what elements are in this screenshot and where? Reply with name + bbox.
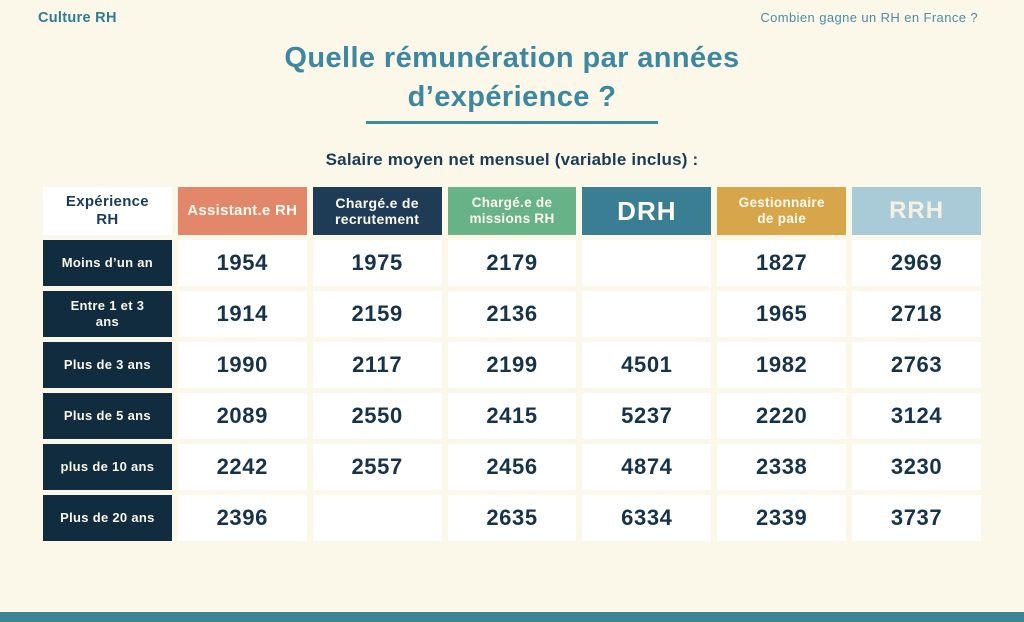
salary-cell: 2242 [177,444,307,491]
salary-cell: 2338 [717,444,847,491]
salary-cell: 2550 [312,393,442,440]
salary-cell: 2969 [852,240,981,287]
salary-cell: 3737 [852,495,981,542]
column-header-assistant: Assistant.e RH [177,187,307,236]
page-title-line1: Quelle rémunération par années [284,42,740,74]
topbar: Culture RH Combien gagne un RH en France… [0,0,1024,26]
page-title-line2: d’expérience ? [407,80,617,113]
salary-cell: 1990 [177,342,307,389]
title-underline [366,121,658,125]
salary-cell: 2117 [312,342,442,389]
row-header: plus de 10 ans [43,444,172,491]
column-header-rrh: RRH [852,187,981,236]
column-header-experience: Expérience RH [43,187,172,236]
salary-cell: 2763 [852,342,981,389]
salary-cell: 2089 [177,393,307,440]
salary-cell: 2415 [447,393,577,440]
salary-cell: 2220 [717,393,847,440]
salary-cell: 2136 [447,291,577,338]
salary-cell: 1827 [717,240,847,287]
salary-cell: 1914 [177,291,307,338]
salary-cell: 4874 [582,444,712,491]
salary-cell: 2159 [312,291,442,338]
salary-cell: 1965 [717,291,847,338]
top-link[interactable]: Combien gagne un RH en France ? [760,10,978,25]
salary-cell: 2718 [852,291,981,338]
salary-cell: 2339 [717,495,847,542]
salary-cell [582,291,712,338]
row-header: Plus de 20 ans [43,495,172,542]
salary-cell: 6334 [582,495,712,542]
row-header: Plus de 5 ans [43,393,172,440]
salary-cell: 2396 [177,495,307,542]
salary-cell: 2179 [447,240,577,287]
row-header: Entre 1 et 3 ans [43,291,172,338]
row-header: Plus de 3 ans [43,342,172,389]
page-title: Quelle rémunération par années d’expérie… [0,39,1024,116]
column-header-drh: DRH [582,187,712,236]
salary-cell [582,240,712,287]
row-header: Moins d’un an [43,240,172,287]
salary-cell [312,495,442,542]
footer-accent-bar [0,612,1024,622]
salary-cell: 2635 [447,495,577,542]
salary-cell: 3230 [852,444,981,491]
salary-cell: 3124 [852,393,981,440]
salary-cell: 1982 [717,342,847,389]
salary-cell: 2557 [312,444,442,491]
salary-cell: 2456 [447,444,577,491]
table-subtitle: Salaire moyen net mensuel (variable incl… [325,150,699,170]
site-logo[interactable]: Culture RH [38,10,117,26]
salary-cell: 1975 [312,240,442,287]
column-header-recrutement: Chargé.e de recrutement [312,187,442,236]
column-header-paie: Gestionnaire de paie [717,187,847,236]
salary-cell: 2199 [447,342,577,389]
column-header-missions: Chargé.e de missions RH [447,187,577,236]
salary-cell: 5237 [582,393,712,440]
salary-table: Expérience RH Assistant.e RH Chargé.e de… [43,187,981,542]
salary-cell: 4501 [582,342,712,389]
salary-cell: 1954 [177,240,307,287]
